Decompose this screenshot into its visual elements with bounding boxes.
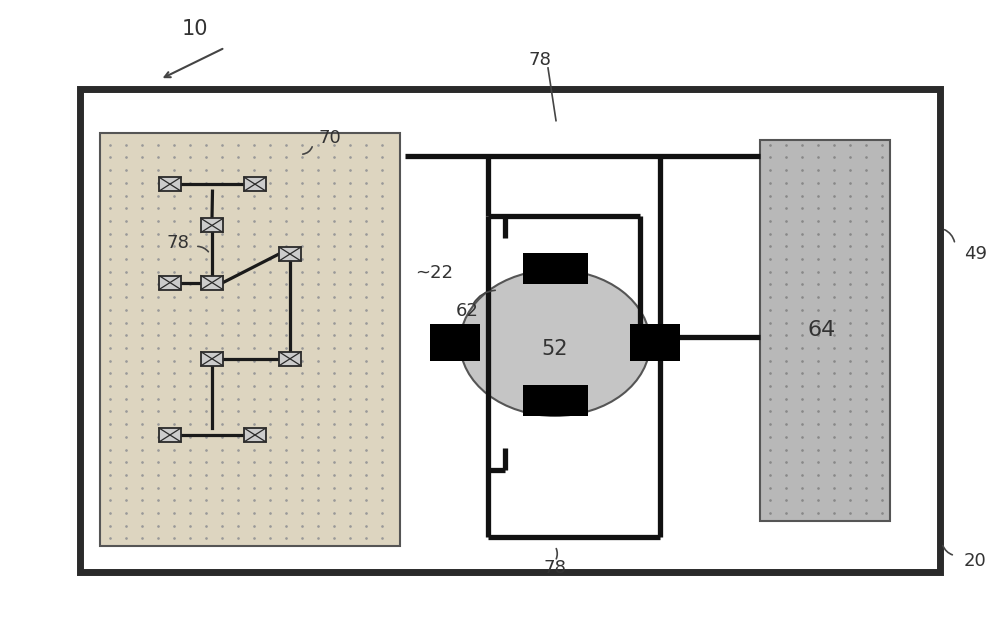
Bar: [244, 177, 266, 191]
Text: 62: 62: [456, 302, 479, 320]
Text: 70: 70: [318, 130, 341, 147]
Text: 78: 78: [529, 51, 551, 69]
Bar: [760, 140, 890, 521]
Bar: [523, 385, 588, 416]
Text: 20: 20: [964, 552, 987, 570]
Ellipse shape: [460, 270, 650, 416]
Bar: [159, 276, 181, 290]
Bar: [201, 218, 223, 232]
Bar: [100, 133, 400, 546]
Bar: [159, 428, 181, 442]
Text: 78: 78: [167, 234, 189, 251]
Bar: [630, 324, 680, 361]
Bar: [523, 253, 588, 284]
Bar: [279, 352, 301, 366]
Bar: [244, 428, 266, 442]
Bar: [80, 89, 940, 572]
Bar: [279, 247, 301, 261]
Text: 49: 49: [964, 245, 987, 263]
Bar: [201, 352, 223, 366]
Text: 10: 10: [182, 18, 208, 39]
Text: ~22: ~22: [415, 264, 453, 282]
Text: 78: 78: [544, 559, 566, 577]
Bar: [430, 324, 480, 361]
Text: 52: 52: [542, 339, 568, 359]
Text: 64: 64: [808, 320, 836, 340]
Bar: [201, 276, 223, 290]
Bar: [159, 177, 181, 191]
